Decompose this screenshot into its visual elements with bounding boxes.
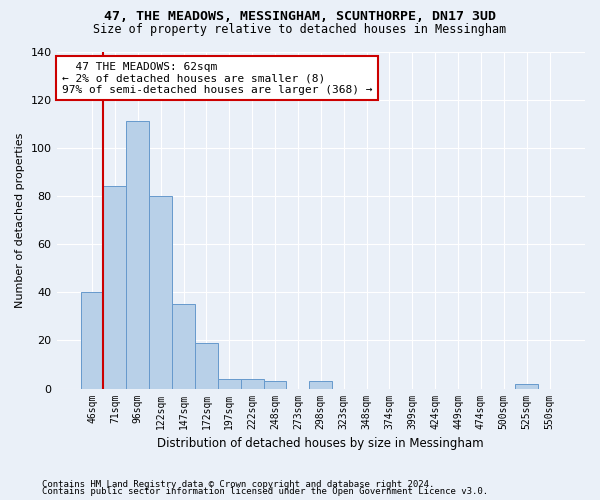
Bar [515,384,538,388]
Text: 47 THE MEADOWS: 62sqm  
← 2% of detached houses are smaller (8)
97% of semi-deta: 47 THE MEADOWS: 62sqm ← 2% of detached h… [62,62,373,95]
Bar [172,304,195,388]
Bar [195,343,218,388]
Bar [218,379,241,388]
X-axis label: Distribution of detached houses by size in Messingham: Distribution of detached houses by size … [157,437,484,450]
Text: Size of property relative to detached houses in Messingham: Size of property relative to detached ho… [94,22,506,36]
Bar [127,122,149,388]
Bar [103,186,127,388]
Bar [241,379,263,388]
Bar [149,196,172,388]
Text: 47, THE MEADOWS, MESSINGHAM, SCUNTHORPE, DN17 3UD: 47, THE MEADOWS, MESSINGHAM, SCUNTHORPE,… [104,10,496,23]
Bar [310,382,332,388]
Bar [263,382,286,388]
Text: Contains public sector information licensed under the Open Government Licence v3: Contains public sector information licen… [42,488,488,496]
Text: Contains HM Land Registry data © Crown copyright and database right 2024.: Contains HM Land Registry data © Crown c… [42,480,434,489]
Y-axis label: Number of detached properties: Number of detached properties [15,132,25,308]
Bar [80,292,103,388]
